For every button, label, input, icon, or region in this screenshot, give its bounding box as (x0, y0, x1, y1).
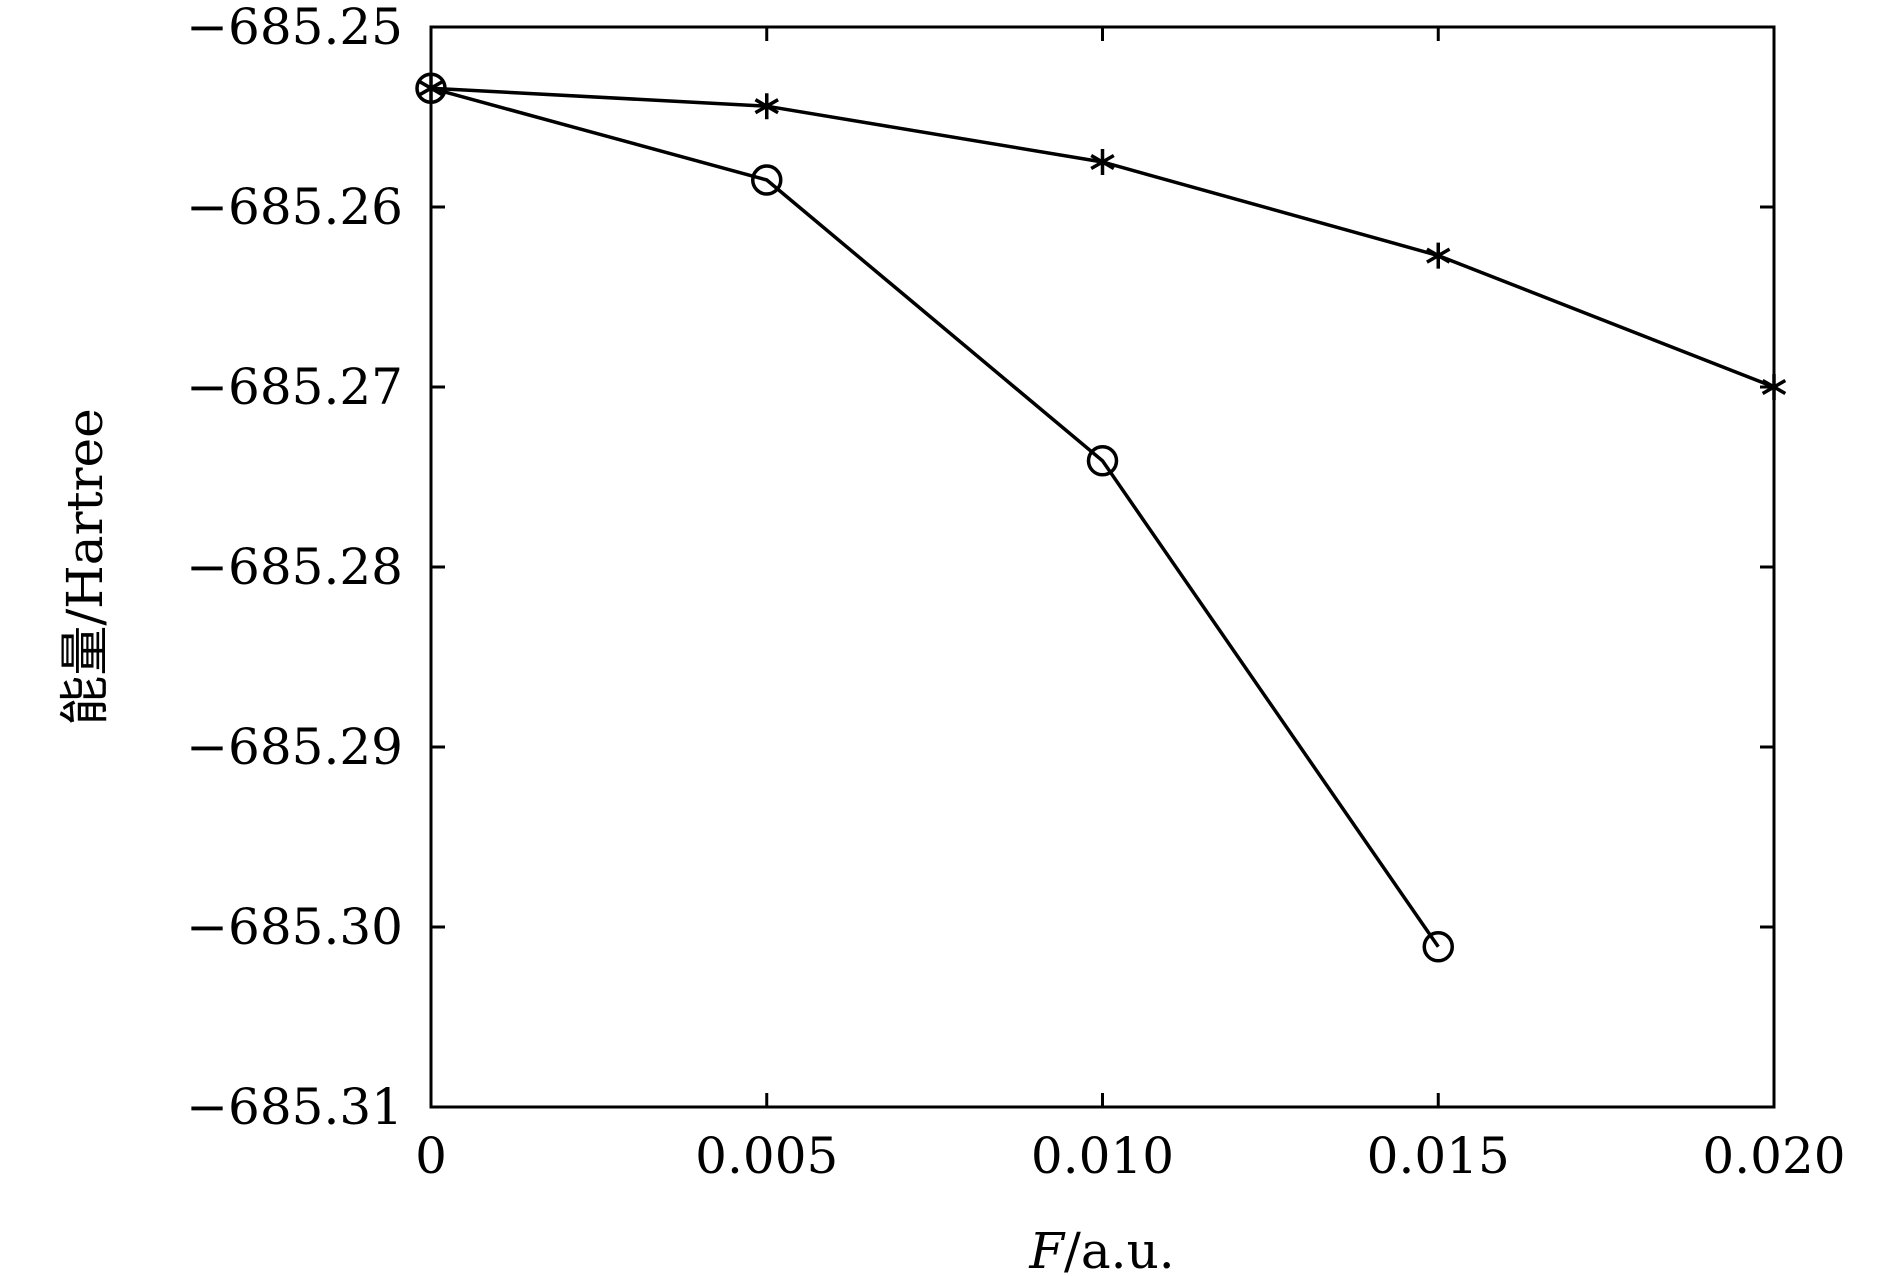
circle-marker (1086, 445, 1119, 477)
y-tick-label: −685.27 (186, 358, 403, 416)
x-axis-label: F/a.u. (1028, 1222, 1174, 1276)
series-line (430, 86, 1440, 948)
circle-marker (1422, 931, 1454, 963)
x-tick-label: 0.005 (695, 1127, 838, 1185)
series-circle (415, 72, 1454, 963)
circle-marker (751, 164, 783, 196)
series (415, 72, 1787, 963)
y-tick-label: −685.31 (186, 1078, 403, 1136)
star-marker (1426, 242, 1451, 269)
ticks (429, 25, 1776, 1109)
y-tick-label: −685.25 (186, 0, 403, 56)
y-tick-label: −685.26 (186, 178, 403, 236)
x-tick-label: 0.010 (1031, 1127, 1174, 1185)
y-axis-label: 能量/Hartree (56, 408, 114, 725)
circle-marker (415, 72, 447, 104)
tick-labels: 0 0.005 0.010 0.015 0.020 −685.25 −685.26 −685.… (186, 0, 1845, 1185)
plot-frame (429, 25, 1776, 1109)
x-tick-label: 0 (415, 1127, 447, 1185)
y-tick-label: −685.29 (186, 718, 403, 776)
y-tick-label: −685.28 (186, 538, 403, 596)
star-marker (1090, 149, 1115, 175)
star-marker (1761, 374, 1787, 400)
series-line (430, 86, 1775, 389)
y-tick-label: −685.30 (186, 898, 403, 956)
x-tick-label: 0.015 (1367, 1127, 1510, 1185)
star-marker (754, 93, 779, 120)
x-tick-label: 0.020 (1702, 1127, 1845, 1185)
series-star (418, 75, 1787, 400)
